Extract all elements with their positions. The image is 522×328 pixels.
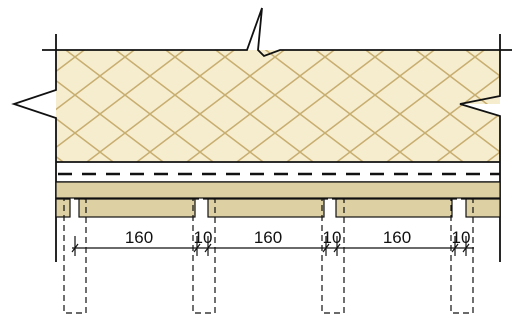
battens xyxy=(55,198,501,218)
batten-1 xyxy=(55,198,71,218)
insulation-layer xyxy=(56,50,500,162)
dimension-line xyxy=(71,236,474,256)
dimension-label-160-3: 160 xyxy=(383,228,411,247)
dimension-label-160-2: 160 xyxy=(254,228,282,247)
joist-3 xyxy=(321,198,345,314)
batten-5 xyxy=(465,198,501,218)
joists xyxy=(63,198,474,314)
batten-3 xyxy=(207,198,325,218)
joist-4 xyxy=(450,198,474,314)
dimension-label-10-3: 10 xyxy=(452,228,471,247)
dimension-label-10-2: 10 xyxy=(323,228,342,247)
top-break-line xyxy=(42,7,512,58)
batten-4 xyxy=(335,198,453,218)
right-break-line xyxy=(459,34,501,262)
left-break-line xyxy=(11,34,57,262)
board-layer xyxy=(55,181,501,199)
dimension-label-10-1: 10 xyxy=(194,228,213,247)
batten-2 xyxy=(78,198,196,218)
joist-1 xyxy=(63,198,87,314)
dimension-label-160-1: 160 xyxy=(125,228,153,247)
joist-2 xyxy=(192,198,216,314)
